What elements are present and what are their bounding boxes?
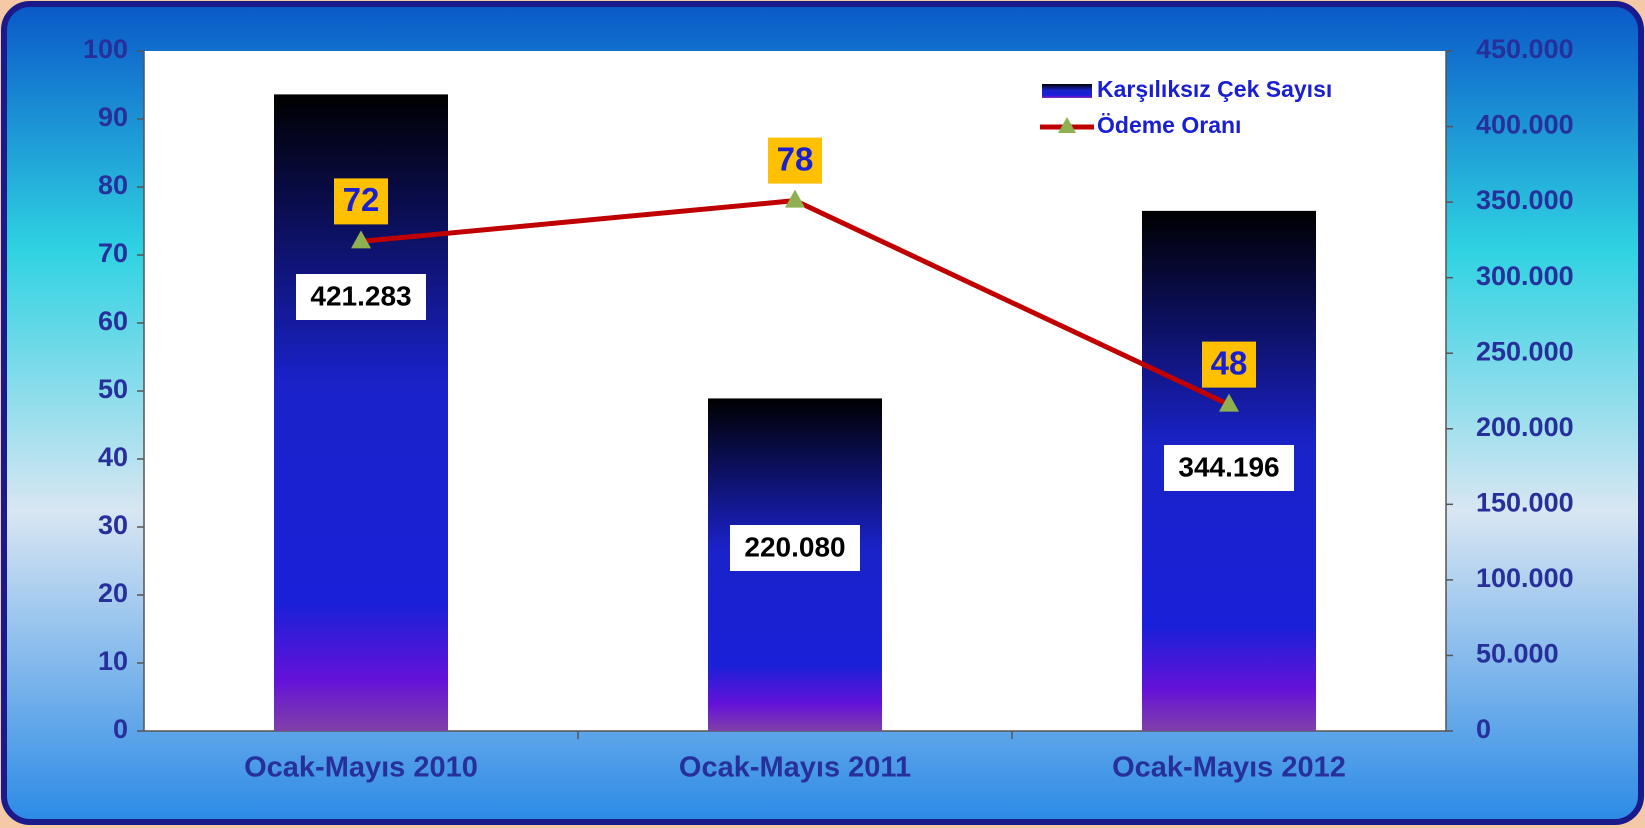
y2-tick-label: 0	[1476, 714, 1491, 744]
line-label-box	[768, 137, 822, 184]
bar-label-box	[1164, 445, 1294, 491]
y2-tick-label: 300.000	[1476, 261, 1574, 291]
y-tick-label: 60	[98, 306, 128, 336]
y-tick-label: 100	[83, 34, 128, 64]
bar-label-box	[730, 525, 860, 571]
y-tick-label: 30	[98, 510, 128, 540]
y-tick-label: 50	[98, 374, 128, 404]
line-label: 72	[343, 181, 380, 218]
x-tick-label: Ocak-Mayıs 2012	[1112, 752, 1346, 784]
y-tick-label: 40	[98, 442, 128, 472]
marker	[1219, 393, 1239, 412]
y-tick-label: 70	[98, 238, 128, 268]
y-tick-label: 20	[98, 578, 128, 608]
marker	[785, 189, 805, 208]
line-label: 78	[777, 140, 814, 177]
bar-label: 344.196	[1178, 451, 1279, 482]
bar-label-box	[296, 274, 426, 320]
y2-tick-label: 350.000	[1476, 185, 1574, 215]
y-tick-label: 0	[113, 714, 128, 744]
y2-tick-label: 250.000	[1476, 336, 1574, 366]
legend-label: Karşılıksız Çek Sayısı	[1097, 76, 1332, 102]
y-tick-label: 90	[98, 102, 128, 132]
y2-tick-label: 50.000	[1476, 639, 1559, 669]
line-label-box	[1202, 341, 1256, 388]
y2-tick-label: 450.000	[1476, 34, 1574, 64]
y-tick-label: 10	[98, 646, 128, 676]
x-tick-label: Ocak-Mayıs 2010	[244, 752, 478, 784]
y2-tick-label: 150.000	[1476, 487, 1574, 517]
y2-tick-label: 100.000	[1476, 563, 1574, 593]
legend-swatch	[1042, 84, 1092, 98]
bar-label: 220.080	[744, 531, 845, 562]
y2-tick-label: 400.000	[1476, 110, 1574, 140]
y-tick-label: 80	[98, 170, 128, 200]
y2-tick-label: 200.000	[1476, 412, 1574, 442]
x-tick-label: Ocak-Mayıs 2011	[679, 752, 911, 784]
line-label-box	[334, 178, 388, 225]
legend-label: Ödeme Oranı	[1097, 112, 1241, 138]
line-label: 48	[1211, 344, 1248, 381]
bar-label: 421.283	[310, 280, 411, 311]
marker	[351, 230, 371, 249]
legend-marker	[1058, 117, 1076, 133]
